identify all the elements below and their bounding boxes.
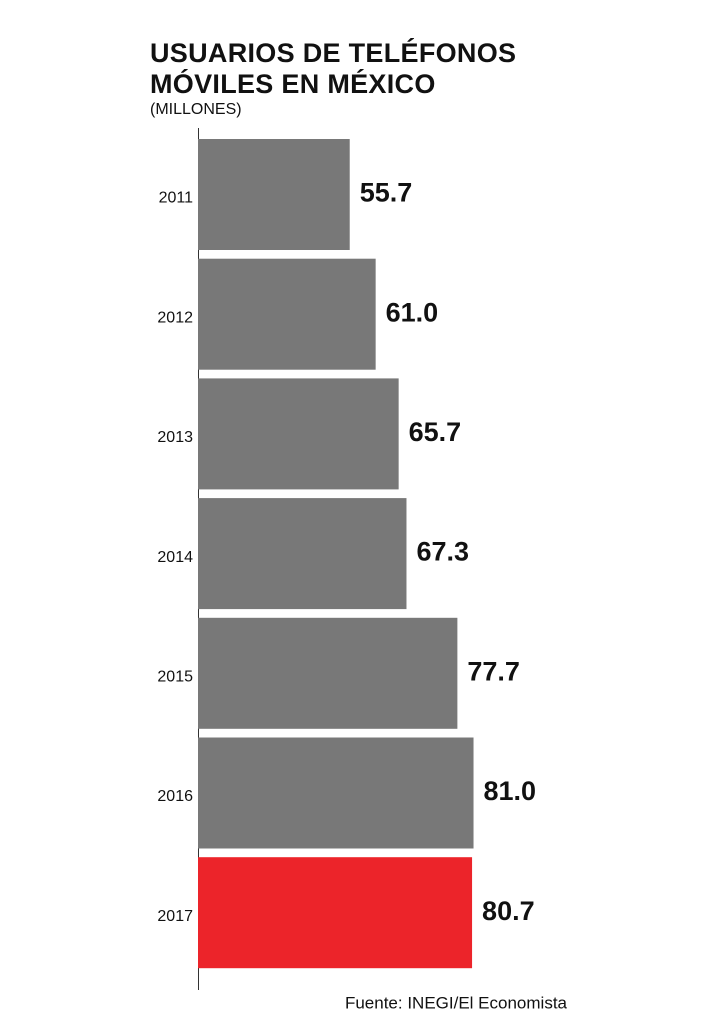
- value-label: 65.7: [409, 417, 462, 447]
- category-label: 2017: [157, 908, 193, 925]
- category-label: 2013: [157, 429, 193, 446]
- chart-title: USUARIOS DE TELÉFONOS: [150, 37, 516, 68]
- bar: [198, 378, 399, 490]
- chart-subtitle: (MILLONES): [150, 101, 242, 118]
- source: Fuente: INEGI/El Economista: [345, 993, 568, 1012]
- value-label: 55.7: [360, 178, 413, 208]
- category-label: 2014: [157, 549, 193, 566]
- bar: [198, 617, 458, 729]
- value-label: 77.7: [467, 656, 520, 686]
- bar: [198, 498, 407, 610]
- value-label: 67.3: [416, 537, 469, 567]
- category-label: 2011: [159, 190, 194, 207]
- bar: [198, 139, 350, 250]
- bar: [198, 857, 473, 969]
- value-label: 81.0: [484, 776, 537, 806]
- category-label: 2012: [157, 309, 193, 326]
- chart-title: MÓVILES EN MÉXICO: [150, 68, 436, 99]
- value-label: 80.7: [482, 896, 535, 926]
- category-label: 2015: [157, 669, 193, 686]
- value-label: 61.0: [386, 297, 439, 327]
- category-label: 2016: [157, 788, 193, 805]
- bar: [198, 258, 376, 370]
- bar: [198, 737, 474, 849]
